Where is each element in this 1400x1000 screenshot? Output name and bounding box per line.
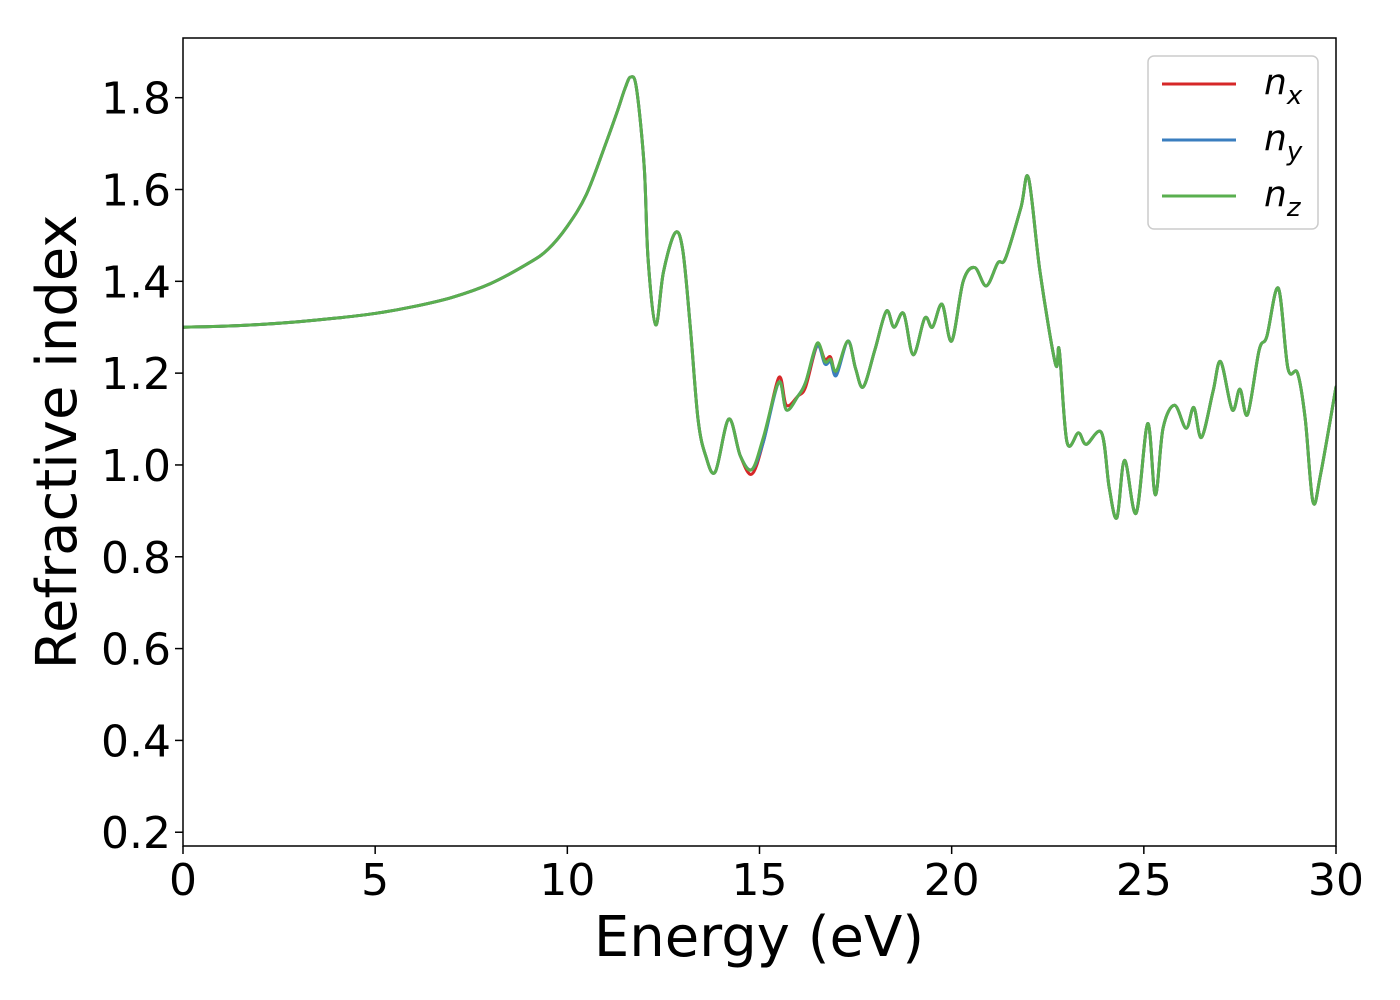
y-tick-label: 1.2: [101, 349, 171, 400]
y-tick-label: 1.6: [101, 166, 171, 217]
legend: nx ny nz: [1147, 55, 1319, 230]
x-tick-label: 0: [169, 855, 197, 906]
y-tick-label: 0.8: [101, 533, 171, 584]
y-tick-label: 0.4: [101, 716, 171, 767]
y-tick-label: 1.4: [101, 257, 171, 308]
x-tick-label: 10: [539, 855, 595, 906]
x-axis-title: Energy (eV): [594, 905, 924, 970]
legend-label-y: ny: [1264, 118, 1303, 167]
series-line-z: [183, 75, 1336, 520]
x-tick-label: 25: [1116, 855, 1172, 906]
x-tick-label: 20: [924, 855, 980, 906]
legend-box: [1147, 55, 1319, 230]
series-layer: [183, 75, 1336, 520]
x-tick-label: 5: [361, 855, 389, 906]
y-tick-label: 0.2: [101, 808, 171, 859]
legend-label-z: nz: [1264, 174, 1302, 223]
x-tick-label: 30: [1308, 855, 1364, 906]
y-axis-ticks: 0.2 0.4 0.6 0.8 1.0 1.2 1.4 1.6 1.8: [101, 74, 183, 859]
y-axis-title: Refractive index: [25, 215, 90, 670]
x-axis-ticks: 0 5 10 15 20 25 30: [169, 846, 1364, 906]
y-tick-label: 1.0: [101, 441, 171, 492]
y-tick-label: 0.6: [101, 625, 171, 676]
y-tick-label: 1.8: [101, 74, 171, 125]
legend-label-x: nx: [1264, 62, 1303, 111]
x-tick-label: 15: [732, 855, 788, 906]
